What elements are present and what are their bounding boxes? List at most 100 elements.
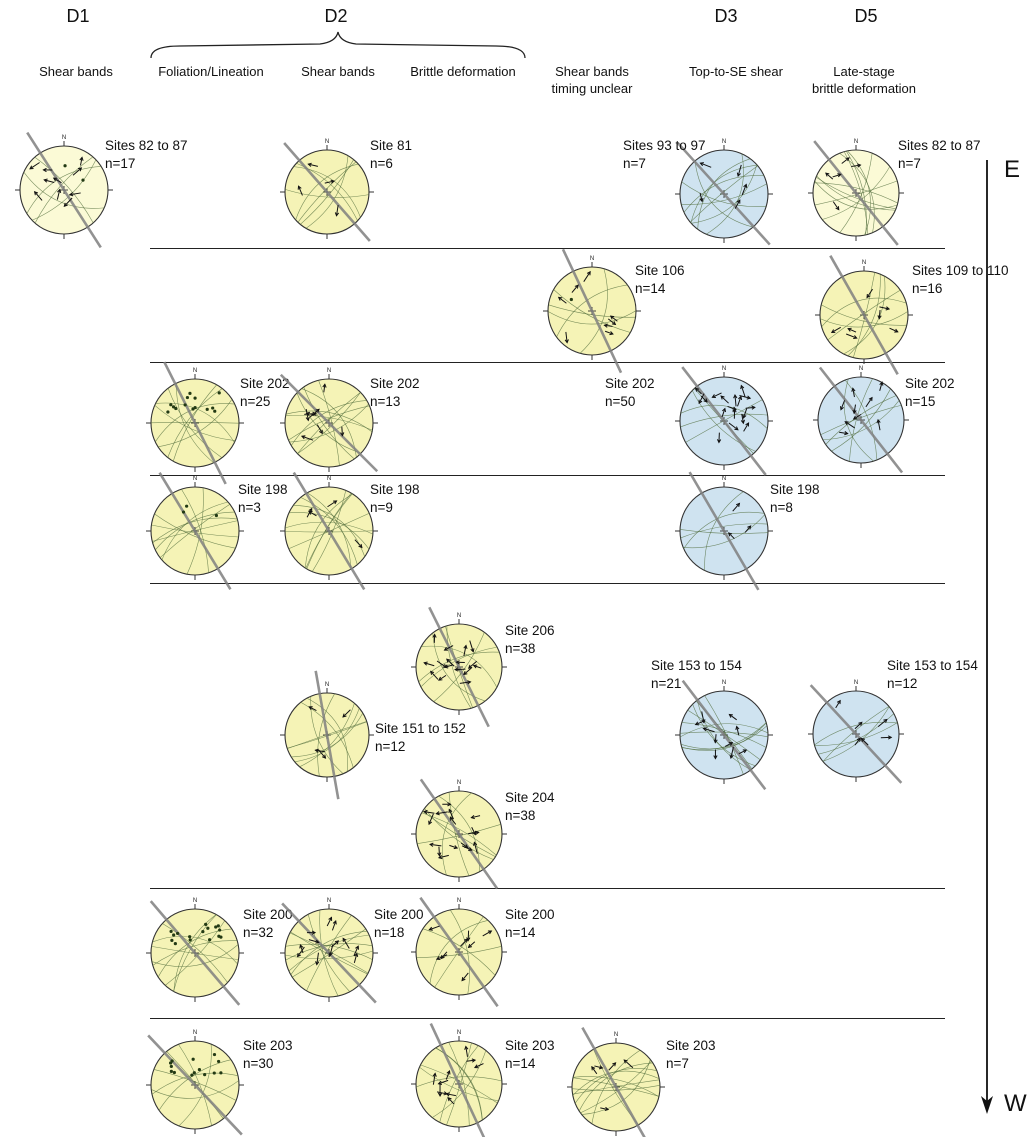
slip-arrow — [740, 413, 745, 425]
north-label: N — [862, 260, 866, 266]
net-label: Site 200 n=32 — [243, 906, 293, 942]
slip-arrow — [449, 844, 459, 850]
slip-arrow — [447, 1096, 455, 1105]
net-site-202-foliation: N — [146, 361, 244, 485]
slip-arrow — [741, 183, 748, 196]
col-d3-top-to-se: Top-to-SE shear — [689, 64, 783, 79]
slip-arrow — [438, 674, 447, 681]
sample-count: n=15 — [905, 394, 936, 409]
slip-arrow — [701, 711, 706, 724]
sample-count: n=21 — [651, 676, 682, 691]
stereonet: N — [411, 778, 507, 890]
stereonet: N — [280, 670, 374, 800]
lineation-dot — [175, 931, 180, 936]
slip-arrow — [437, 1079, 449, 1085]
slip-arrow — [304, 411, 317, 416]
site-name: Site 202 — [240, 376, 290, 391]
trend-line — [314, 670, 340, 800]
north-label: N — [457, 898, 461, 904]
net-site-203-foliation: N — [146, 1030, 244, 1136]
site-name: Site 151 to 152 — [375, 721, 466, 736]
net-label: Site 151 to 152 n=12 — [375, 720, 466, 756]
slip-arrow — [744, 525, 752, 533]
slip-arrow — [564, 331, 569, 344]
net-label: Site 202 n=15 — [905, 375, 955, 411]
trend-line — [419, 896, 499, 1008]
slip-arrow — [308, 939, 320, 944]
sample-count: n=38 — [505, 641, 536, 656]
slip-arrow — [461, 845, 473, 851]
lineation-dot — [206, 926, 210, 930]
row-divider — [150, 583, 945, 584]
lineation-dot — [181, 510, 186, 514]
net-sites-82-87-d5: N — [808, 139, 904, 246]
lineation-dot — [188, 938, 192, 942]
north-label: N — [457, 780, 461, 786]
north-label: N — [614, 1032, 618, 1038]
col-unclear-line1: Shear bands — [555, 64, 629, 79]
site-name: Site 200 — [374, 907, 424, 922]
lineation-dot — [217, 1059, 221, 1064]
lineation-dot — [219, 1071, 223, 1075]
sample-count: n=12 — [887, 676, 918, 691]
slip-arrow — [876, 418, 881, 431]
slip-arrow — [43, 178, 55, 183]
slip-arrow — [832, 173, 842, 178]
net-label: Site 204 n=38 — [505, 789, 555, 825]
slip-arrow — [473, 1063, 484, 1069]
trend-line — [26, 131, 102, 249]
slip-arrow — [353, 952, 359, 963]
north-label: N — [193, 368, 197, 374]
slip-arrow — [851, 163, 862, 168]
slip-arrow — [471, 827, 476, 836]
net-site-202-d3: N — [675, 366, 773, 476]
slip-arrow — [724, 742, 734, 747]
d1-heading: D1 — [66, 6, 90, 26]
slip-arrow — [467, 660, 478, 669]
stereonet: N — [411, 1023, 507, 1137]
slip-arrow — [728, 422, 739, 431]
lineation-dot — [170, 938, 174, 942]
slip-arrow — [472, 664, 482, 669]
stereonet: N — [146, 472, 244, 590]
slip-arrow — [428, 925, 440, 931]
slip-arrow — [79, 156, 84, 166]
site-name: Site 202 — [905, 376, 955, 391]
slip-arrow — [694, 720, 704, 726]
sample-count: n=3 — [238, 500, 261, 515]
north-label: N — [854, 680, 858, 686]
trend-line — [429, 1023, 486, 1137]
slip-arrow — [711, 392, 722, 398]
slip-arrow — [608, 1062, 617, 1071]
trend-line — [681, 366, 767, 476]
slip-arrow — [56, 188, 62, 200]
lineation-dot — [173, 941, 177, 946]
stereonet: N — [146, 898, 244, 1006]
slip-arrow — [72, 167, 83, 176]
site-name: Site 203 — [666, 1038, 716, 1053]
north-label: N — [722, 366, 726, 372]
net-sites-93-97: N — [675, 139, 773, 246]
slip-arrow — [443, 664, 454, 669]
north-label: N — [193, 898, 197, 904]
slip-arrow — [342, 709, 351, 718]
slip-arrow — [296, 946, 305, 958]
net-label: Sites 82 to 87 n=17 — [105, 137, 188, 173]
col-d2-shear-bands: Shear bands — [301, 64, 375, 79]
slip-arrow — [482, 930, 493, 937]
site-name: Site 198 — [370, 482, 420, 497]
net-site-200-brittle: N — [411, 896, 507, 1008]
slip-arrow — [429, 670, 439, 680]
net-label: Site 206 n=38 — [505, 622, 555, 658]
slip-arrow — [832, 201, 840, 211]
slip-arrow — [428, 813, 434, 826]
stereonet: N — [15, 131, 113, 249]
net-site-106: N — [543, 248, 641, 374]
slip-arrow — [437, 854, 449, 860]
slip-arrow — [698, 393, 705, 405]
sample-count: n=8 — [770, 500, 793, 515]
slip-arrow — [852, 413, 862, 420]
net-site-202-d5: N — [813, 366, 909, 474]
slip-arrow — [443, 645, 454, 651]
slip-arrow — [702, 727, 715, 733]
